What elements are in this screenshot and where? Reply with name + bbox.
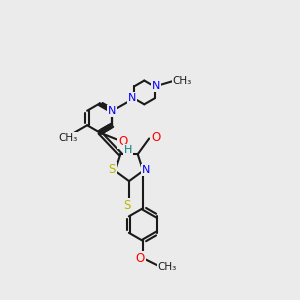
Text: H: H	[124, 145, 133, 155]
Text: N: N	[108, 106, 116, 116]
Text: N: N	[142, 165, 150, 175]
Text: O: O	[136, 252, 145, 265]
Text: CH₃: CH₃	[158, 262, 177, 272]
Text: N: N	[152, 82, 160, 92]
Text: S: S	[108, 163, 116, 176]
Text: S: S	[123, 199, 130, 212]
Text: CH₃: CH₃	[58, 133, 78, 143]
Text: O: O	[151, 131, 160, 144]
Text: N: N	[108, 106, 116, 116]
Text: O: O	[118, 135, 127, 148]
Text: CH₃: CH₃	[172, 76, 192, 86]
Text: N: N	[128, 93, 136, 103]
